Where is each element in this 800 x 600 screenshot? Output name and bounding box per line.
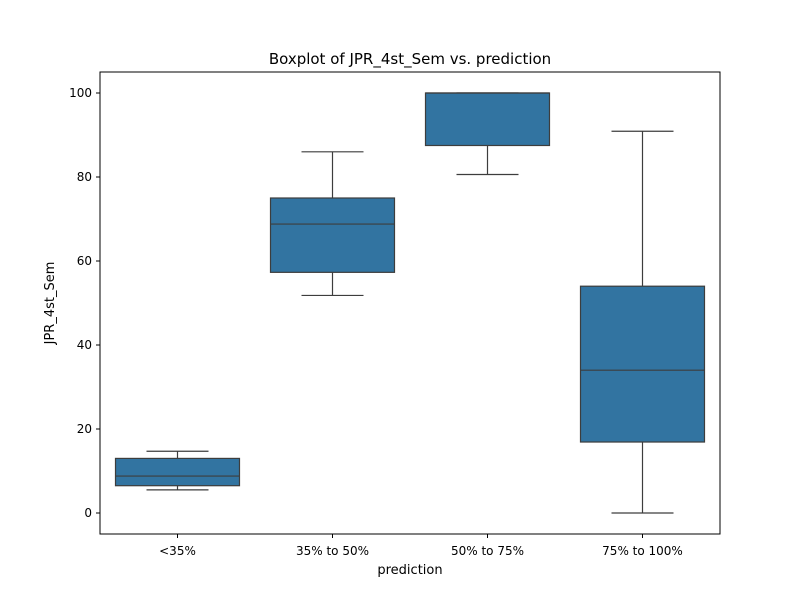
chart-title: Boxplot of JPR_4st_Sem vs. prediction xyxy=(269,50,551,69)
x-axis-label: prediction xyxy=(377,563,442,578)
y-tick-label: 60 xyxy=(77,254,92,268)
y-tick-label: 80 xyxy=(77,170,92,184)
x-tick-label: 50% to 75% xyxy=(451,544,524,558)
box-iqr-rect xyxy=(114,457,241,487)
axes-frame xyxy=(99,71,721,535)
box-iqr-rect xyxy=(579,285,706,443)
y-tick-label: 100 xyxy=(69,86,92,100)
y-axis-label: JPR_4st_Sem xyxy=(43,262,58,346)
y-tick-label: 20 xyxy=(77,422,92,436)
x-tick-label: 35% to 50% xyxy=(296,544,369,558)
y-tick-label: 40 xyxy=(77,338,92,352)
y-tick-label: 0 xyxy=(84,506,92,520)
box-iqr-rect xyxy=(424,92,551,147)
x-tick-label: 75% to 100% xyxy=(602,544,683,558)
x-tick-label: <35% xyxy=(159,544,196,558)
plot-area: 0 20 40 60 80 100 <35% 35% to 50% 50% to 75% 75% … xyxy=(69,86,706,558)
box-iqr-rect xyxy=(269,197,396,273)
